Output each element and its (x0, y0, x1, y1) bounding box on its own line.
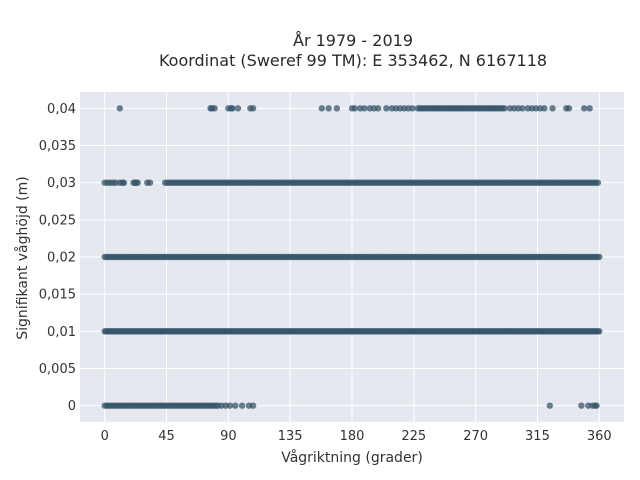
y-tick-label: 0,01 (47, 325, 76, 340)
y-tick-label: 0,015 (39, 288, 76, 303)
y-tick-label: 0,04 (47, 102, 76, 117)
x-tick-label: 135 (278, 429, 303, 444)
data-point (249, 402, 257, 409)
data-point (586, 105, 593, 112)
data-point (146, 179, 154, 186)
data-point (578, 402, 585, 409)
data-point (351, 105, 358, 112)
x-tick-label: 45 (158, 429, 175, 444)
y-axis-title: Signifikant våghöjd (m) (14, 176, 31, 339)
data-point (134, 179, 141, 186)
data-point (594, 179, 602, 186)
chart-title-line-1: År 1979 - 2019 (293, 31, 413, 50)
data-point (361, 105, 368, 112)
data-point (226, 402, 233, 409)
x-tick-label: 315 (525, 429, 550, 444)
data-point (580, 105, 588, 112)
data-point (501, 105, 508, 112)
y-tick-label: 0 (68, 399, 76, 414)
chart-title-line-2: Koordinat (Sweref 99 TM): E 353462, N 61… (159, 51, 547, 70)
x-tick-label: 90 (220, 429, 237, 444)
y-tick-labels: 0 0,005 0,01 0,015 0,02 0,025 0,03 0,035 0,04 (39, 102, 76, 414)
data-point (541, 105, 548, 112)
x-tick-label: 180 (340, 429, 365, 444)
data-point (325, 105, 332, 112)
data-points (101, 105, 603, 409)
data-point (333, 105, 341, 112)
data-point (232, 402, 239, 409)
data-point (229, 105, 236, 112)
data-point (234, 105, 242, 112)
data-point (238, 402, 246, 409)
y-tick-label: 0,035 (39, 139, 76, 154)
x-tick-label: 225 (401, 429, 426, 444)
y-tick-label: 0,02 (47, 251, 76, 266)
y-tick-label: 0,025 (39, 213, 76, 228)
y-tick-label: 0,03 (47, 176, 76, 191)
data-point (211, 105, 218, 112)
data-point (596, 328, 603, 335)
data-point (318, 105, 325, 112)
data-point (596, 253, 603, 261)
data-point (249, 105, 257, 112)
data-point (409, 105, 416, 112)
y-tick-label: 0,005 (39, 362, 76, 377)
data-point (374, 105, 382, 112)
data-point (546, 402, 554, 409)
data-point (383, 105, 390, 112)
data-point (593, 402, 600, 409)
x-tick-label: 270 (463, 429, 488, 444)
data-point (116, 105, 124, 112)
x-axis-title: Vågriktning (grader) (281, 449, 423, 466)
data-point (549, 105, 556, 112)
data-point (519, 105, 526, 112)
data-point (119, 179, 126, 186)
x-tick-labels: 0 45 90 135 180 225 270 315 360 (101, 429, 612, 444)
x-tick-label: 0 (101, 429, 109, 444)
data-point (565, 105, 573, 112)
x-tick-label: 360 (587, 429, 612, 444)
